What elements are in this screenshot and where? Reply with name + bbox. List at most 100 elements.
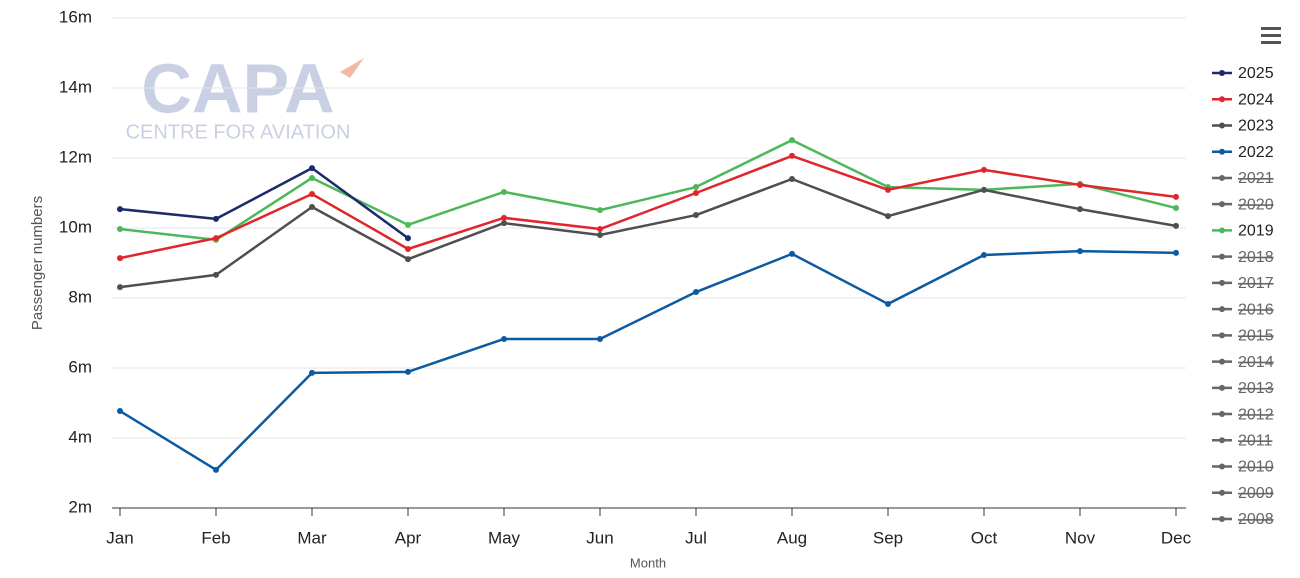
point xyxy=(501,220,507,227)
point xyxy=(117,284,123,291)
legend-label[interactable]: 2020 xyxy=(1238,196,1274,213)
series-line xyxy=(119,249,1177,472)
point xyxy=(789,137,795,144)
point xyxy=(693,184,699,191)
legend-label[interactable]: 2008 xyxy=(1238,511,1274,528)
point xyxy=(213,271,219,278)
point xyxy=(885,300,891,307)
x-tick-label: Aug xyxy=(777,528,807,547)
legend-marker xyxy=(1219,463,1225,470)
point xyxy=(1077,248,1083,255)
x-tick-label: May xyxy=(488,528,521,547)
legend-marker xyxy=(1219,384,1225,391)
y-tick-label: 2m xyxy=(68,497,92,516)
legend-label[interactable]: 2025 xyxy=(1238,65,1274,82)
point xyxy=(501,214,507,221)
legend-label[interactable]: 2011 xyxy=(1238,433,1273,450)
x-tick-label: Oct xyxy=(971,528,998,547)
menu-button[interactable] xyxy=(1261,27,1281,44)
legend-label[interactable]: 2009 xyxy=(1238,485,1274,502)
legend-label[interactable]: 2012 xyxy=(1238,406,1274,423)
point xyxy=(309,165,315,172)
point xyxy=(885,213,891,220)
point xyxy=(405,235,411,242)
legend-marker xyxy=(1219,122,1225,129)
y-tick-label: 10m xyxy=(59,217,92,236)
point xyxy=(597,335,603,342)
legend-label[interactable]: 2024 xyxy=(1238,91,1274,108)
point xyxy=(213,215,219,222)
legend-label[interactable]: 2022 xyxy=(1238,144,1274,161)
point xyxy=(693,289,699,296)
legend-label[interactable]: 2021 xyxy=(1238,170,1274,187)
point xyxy=(693,212,699,219)
legend-marker xyxy=(1219,70,1225,76)
legend-marker xyxy=(1219,332,1225,339)
point xyxy=(309,191,315,198)
point xyxy=(597,232,603,238)
x-tick-label: Jun xyxy=(586,528,613,547)
x-axis-label: Month xyxy=(630,555,666,570)
legend-label[interactable]: 2015 xyxy=(1238,328,1274,345)
y-tick-label: 14m xyxy=(59,77,92,96)
x-tick-label: Apr xyxy=(395,528,422,547)
x-tick-label: Mar xyxy=(297,528,327,547)
legend-marker xyxy=(1219,437,1225,444)
point xyxy=(981,166,987,173)
legend-marker xyxy=(1219,279,1225,286)
legend-label[interactable]: 2014 xyxy=(1238,354,1274,371)
point xyxy=(885,186,891,193)
legend-label[interactable]: 2023 xyxy=(1238,118,1274,135)
point xyxy=(1173,249,1179,256)
x-tick-label: Dec xyxy=(1161,528,1192,547)
legend-marker xyxy=(1219,306,1225,313)
point xyxy=(213,235,219,242)
point xyxy=(1173,205,1179,212)
legend-label[interactable]: 2018 xyxy=(1238,249,1274,266)
legend-marker xyxy=(1219,411,1225,418)
point xyxy=(405,246,411,252)
legend-label[interactable]: 2019 xyxy=(1238,223,1274,240)
point xyxy=(981,186,987,193)
legend-label[interactable]: 2017 xyxy=(1238,275,1274,292)
point xyxy=(213,466,219,473)
y-tick-label: 4m xyxy=(68,427,92,446)
series-line xyxy=(119,138,1177,242)
point xyxy=(1173,193,1179,200)
y-axis-label: Passenger numbers xyxy=(29,196,46,330)
point xyxy=(1077,206,1083,213)
point xyxy=(981,251,987,258)
point xyxy=(1173,222,1179,229)
y-tick-label: 8m xyxy=(68,287,92,306)
y-tick-label: 6m xyxy=(68,357,92,376)
x-tick-label: Jan xyxy=(106,528,133,547)
legend-marker xyxy=(1219,253,1225,260)
point xyxy=(309,204,315,210)
x-tick-label: Feb xyxy=(201,528,230,547)
x-tick-label: Nov xyxy=(1065,528,1096,547)
point xyxy=(309,369,315,376)
legend-label[interactable]: 2016 xyxy=(1238,301,1274,318)
point xyxy=(789,152,795,159)
legend-marker xyxy=(1219,489,1225,496)
legend-label[interactable]: 2013 xyxy=(1238,380,1274,397)
point xyxy=(693,190,699,196)
watermark-plane xyxy=(340,58,364,78)
series-line xyxy=(119,177,1177,289)
legend-marker xyxy=(1219,201,1225,208)
series-line xyxy=(119,154,1177,260)
point xyxy=(501,188,507,195)
point xyxy=(117,226,123,233)
legend-label[interactable]: 2010 xyxy=(1238,459,1274,476)
point xyxy=(405,221,411,228)
x-tick-label: Sep xyxy=(873,528,903,547)
point xyxy=(1077,181,1083,188)
point xyxy=(117,408,123,415)
point xyxy=(597,226,603,233)
x-tick-label: Jul xyxy=(685,528,707,547)
point xyxy=(597,207,603,214)
watermark-subtitle: CENTRE FOR AVIATION xyxy=(126,121,351,143)
legend-marker xyxy=(1219,516,1225,522)
legend-marker xyxy=(1219,148,1225,155)
